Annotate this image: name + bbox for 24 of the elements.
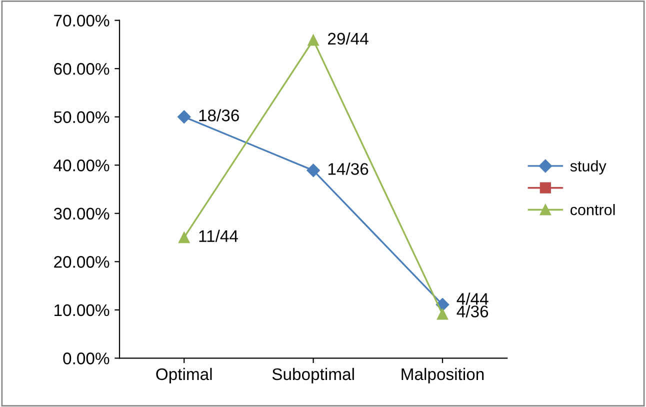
y-tick-label: 70.00% <box>54 14 110 27</box>
x-tick-label: Suboptimal <box>272 368 354 384</box>
data-label: 29/44 <box>328 32 368 45</box>
legend-label: control <box>570 204 615 216</box>
x-tick-label: Optimal <box>156 368 212 384</box>
point <box>178 232 190 244</box>
point <box>178 110 191 124</box>
point <box>436 308 448 320</box>
point <box>306 164 320 178</box>
data-label: 4/36 <box>456 305 488 318</box>
y-tick-label: 40.00% <box>54 160 110 172</box>
y-tick-label: 50.00% <box>54 111 110 124</box>
data-label: 11/44 <box>199 230 238 242</box>
y-tick-label: 60.00% <box>54 63 110 75</box>
legend-label: study <box>570 160 606 174</box>
data-label: 18/36 <box>199 109 239 122</box>
y-tick-label: 30.00% <box>54 208 110 220</box>
data-label: 4/44 <box>456 292 488 305</box>
x-tick-label: Malposition <box>402 368 484 384</box>
y-tick-label: 20.00% <box>54 256 110 268</box>
y-tick-label: 10.00% <box>54 304 110 316</box>
y-tick-label: 0.00% <box>63 352 110 364</box>
data-label: 14/36 <box>328 162 368 175</box>
point <box>308 34 319 46</box>
